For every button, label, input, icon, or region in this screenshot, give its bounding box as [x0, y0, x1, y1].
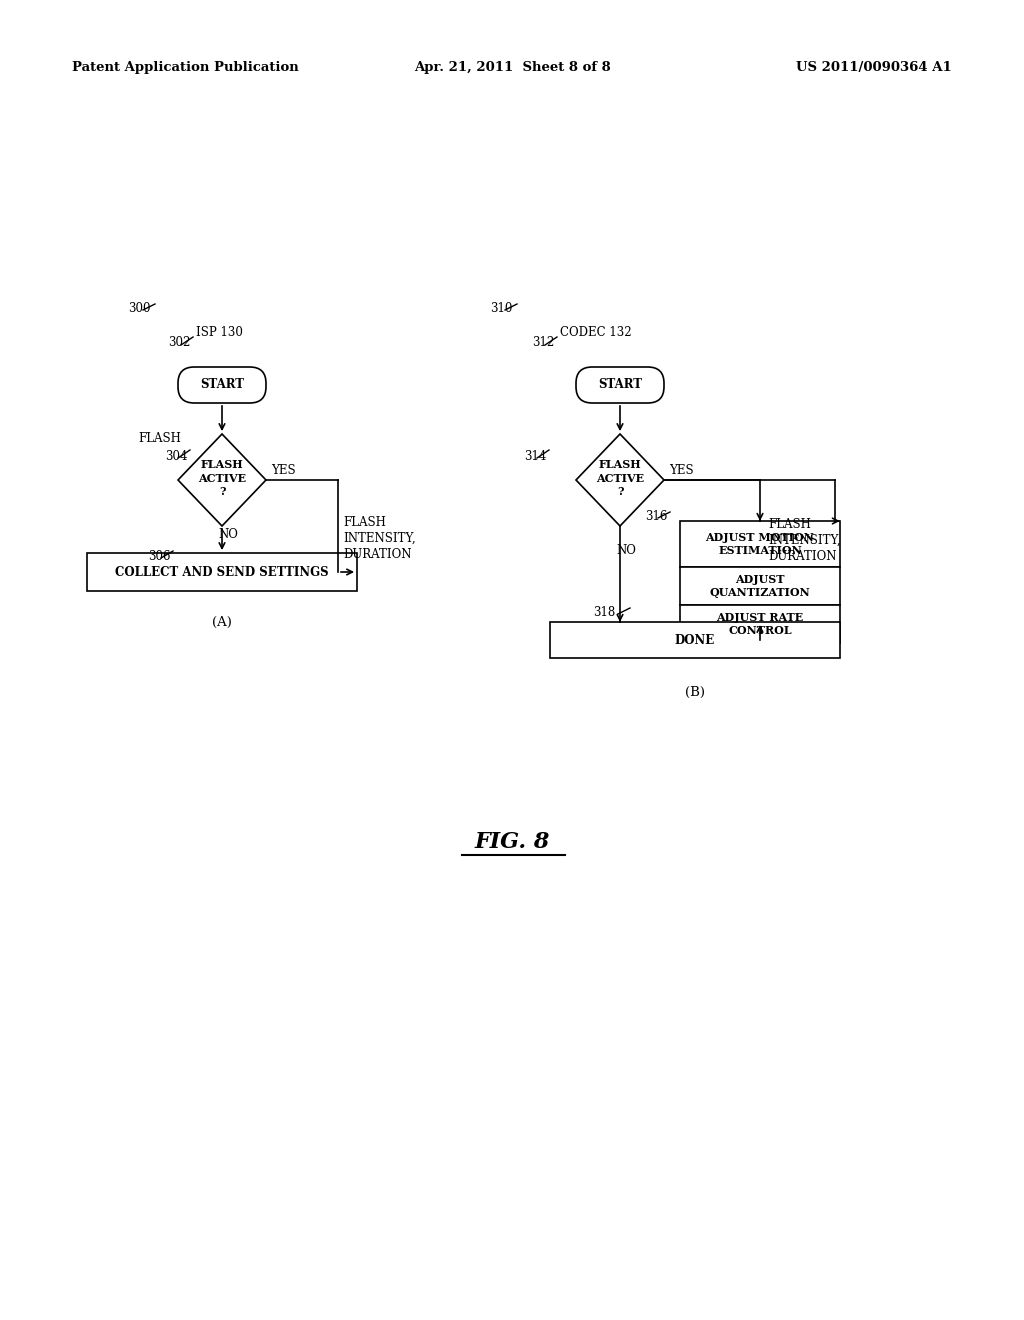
Text: FLASH
INTENSITY,
DURATION: FLASH INTENSITY, DURATION — [768, 517, 841, 562]
Text: NO: NO — [616, 544, 636, 557]
Text: DONE: DONE — [675, 634, 715, 647]
Text: ADJUST RATE
CONTROL: ADJUST RATE CONTROL — [717, 612, 804, 636]
Text: START: START — [598, 379, 642, 392]
Text: FLASH: FLASH — [138, 432, 181, 445]
Text: 304: 304 — [165, 450, 187, 462]
Bar — [680, 521, 840, 568]
Text: START: START — [200, 379, 244, 392]
Text: 312: 312 — [532, 337, 554, 350]
Text: CODEC 132: CODEC 132 — [560, 326, 632, 339]
Text: FLASH
ACTIVE
?: FLASH ACTIVE ? — [198, 459, 246, 496]
Text: 310: 310 — [490, 301, 512, 314]
Text: (B): (B) — [685, 685, 705, 698]
Text: ISP 130: ISP 130 — [196, 326, 243, 339]
Text: 300: 300 — [128, 301, 151, 314]
Polygon shape — [178, 434, 266, 525]
Bar — [87, 553, 357, 591]
Text: (A): (A) — [212, 615, 232, 628]
Text: 302: 302 — [168, 337, 190, 350]
Text: FIG. 8: FIG. 8 — [474, 832, 550, 853]
Bar — [550, 622, 840, 657]
Text: ADJUST
QUANTIZATION: ADJUST QUANTIZATION — [710, 574, 810, 598]
Bar — [680, 568, 840, 605]
FancyBboxPatch shape — [178, 367, 266, 403]
FancyBboxPatch shape — [575, 367, 664, 403]
Text: FLASH
INTENSITY,
DURATION: FLASH INTENSITY, DURATION — [343, 516, 416, 561]
Text: 306: 306 — [148, 549, 171, 562]
Text: YES: YES — [669, 463, 693, 477]
Text: 318: 318 — [593, 606, 615, 619]
Bar — [680, 605, 840, 643]
Text: 314: 314 — [524, 450, 547, 462]
Polygon shape — [575, 434, 664, 525]
Text: Apr. 21, 2011  Sheet 8 of 8: Apr. 21, 2011 Sheet 8 of 8 — [414, 62, 610, 74]
Text: FLASH
ACTIVE
?: FLASH ACTIVE ? — [596, 459, 644, 496]
Text: US 2011/0090364 A1: US 2011/0090364 A1 — [797, 62, 952, 74]
Text: COLLECT AND SEND SETTINGS: COLLECT AND SEND SETTINGS — [115, 565, 329, 578]
Text: Patent Application Publication: Patent Application Publication — [72, 62, 299, 74]
Text: ADJUST MOTION
ESTIMATION: ADJUST MOTION ESTIMATION — [706, 532, 814, 556]
Text: 316: 316 — [645, 510, 668, 523]
Text: YES: YES — [271, 463, 296, 477]
Text: NO: NO — [218, 528, 238, 541]
